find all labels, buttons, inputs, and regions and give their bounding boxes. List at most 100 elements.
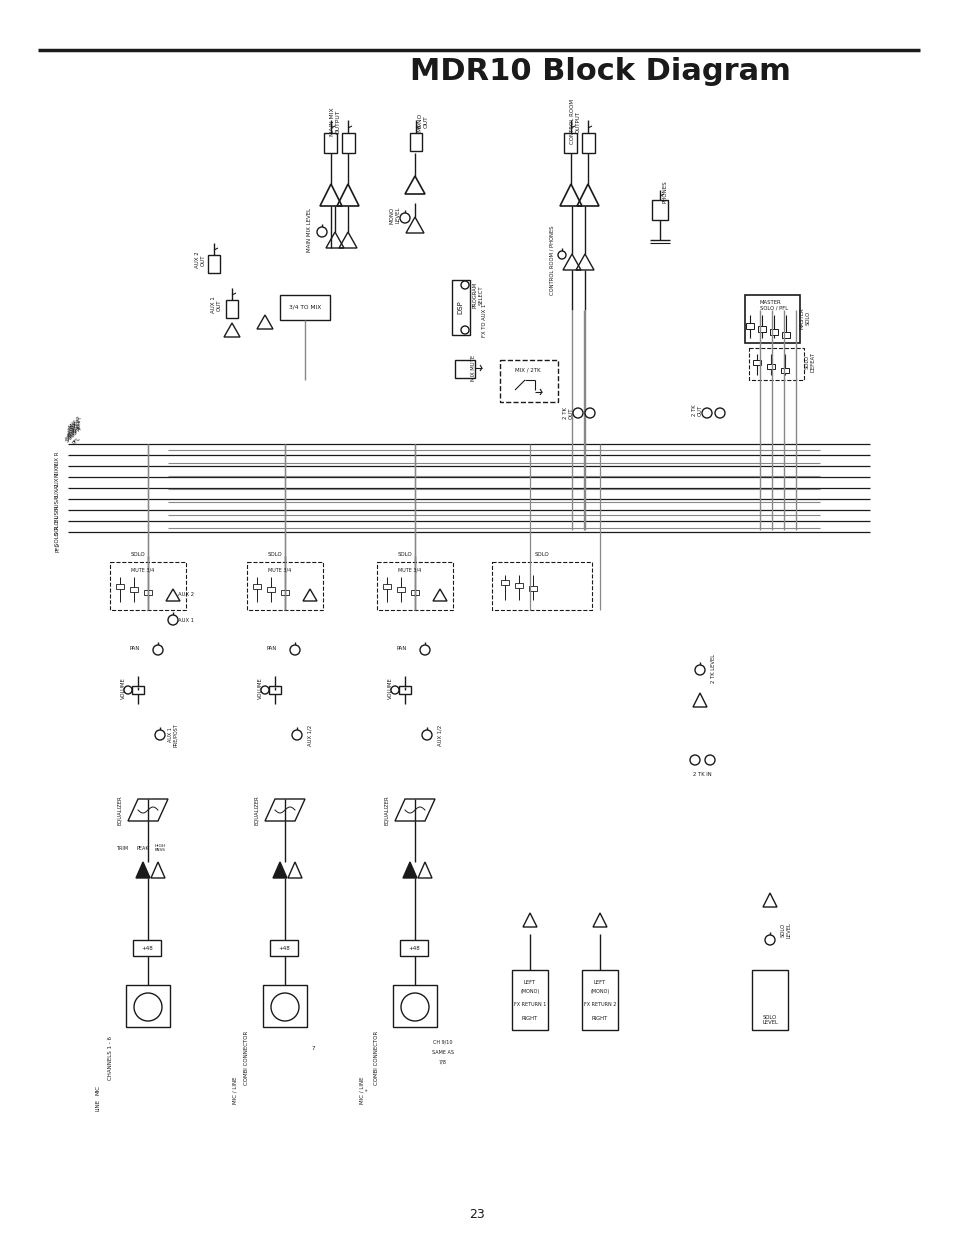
Text: LEFT: LEFT: [594, 979, 605, 984]
Text: AUX 1/2: AUX 1/2: [437, 725, 442, 746]
Text: AUX 1
PRE/POST: AUX 1 PRE/POST: [168, 724, 178, 747]
Circle shape: [399, 212, 410, 224]
Bar: [744, 295, 800, 343]
Circle shape: [584, 408, 595, 417]
Bar: [396, 587, 405, 592]
Bar: [132, 685, 144, 694]
Circle shape: [391, 685, 398, 694]
Bar: [267, 587, 274, 592]
Text: AUX 2: AUX 2: [178, 593, 193, 598]
Circle shape: [316, 227, 327, 237]
Text: COMBI CONNECTOR: COMBI CONNECTOR: [244, 1031, 250, 1086]
Text: MIC: MIC: [95, 1086, 100, 1095]
Bar: [500, 580, 509, 585]
Text: MIX MUTE: MIX MUTE: [471, 354, 476, 382]
Bar: [452, 280, 470, 335]
Text: 2 TK LEVEL: 2 TK LEVEL: [711, 653, 716, 683]
Text: PEAK: PEAK: [136, 846, 150, 851]
Text: PROGRAM
SELECT: PROGRAM SELECT: [472, 282, 483, 308]
Text: TRIM: TRIM: [115, 846, 128, 851]
Text: PFL: PFL: [72, 436, 82, 446]
Bar: [411, 590, 418, 595]
Circle shape: [290, 645, 299, 655]
Text: EQUALIZER: EQUALIZER: [384, 795, 389, 825]
Text: VOLUME: VOLUME: [257, 677, 262, 699]
Polygon shape: [402, 862, 416, 878]
Circle shape: [124, 685, 132, 694]
Bar: [281, 590, 289, 595]
Text: MIX L: MIX L: [55, 463, 60, 478]
Text: LINE: LINE: [95, 1099, 100, 1112]
Text: SOLO: SOLO: [268, 552, 282, 557]
Circle shape: [154, 730, 165, 740]
Bar: [280, 295, 330, 320]
Polygon shape: [273, 862, 287, 878]
Text: CHANNELS 1 - 6: CHANNELS 1 - 6: [108, 1036, 112, 1079]
Circle shape: [558, 251, 565, 259]
Bar: [324, 133, 336, 153]
Text: +48: +48: [141, 946, 152, 951]
Circle shape: [714, 408, 724, 417]
Bar: [341, 133, 355, 153]
Text: +48: +48: [408, 946, 419, 951]
Text: SOLO
LEVEL: SOLO LEVEL: [780, 923, 791, 937]
Circle shape: [764, 935, 774, 945]
Bar: [110, 562, 186, 610]
Text: PAN: PAN: [130, 646, 140, 651]
Circle shape: [704, 755, 714, 764]
Text: MUTE 3/4: MUTE 3/4: [398, 568, 421, 573]
Text: AUX 2: AUX 2: [67, 421, 82, 436]
Bar: [144, 590, 152, 595]
Bar: [745, 324, 753, 329]
Text: MIC / LINE
*: MIC / LINE *: [359, 1076, 370, 1104]
Bar: [263, 986, 307, 1028]
Text: MUTE 3/4: MUTE 3/4: [268, 568, 292, 573]
Circle shape: [292, 730, 302, 740]
Text: SOLO
DEFEAT: SOLO DEFEAT: [803, 352, 815, 372]
Text: +48: +48: [278, 946, 290, 951]
Bar: [226, 300, 237, 317]
Text: 2 TK
OUT: 2 TK OUT: [691, 404, 701, 416]
Circle shape: [695, 664, 704, 676]
Text: HIGH
PASS: HIGH PASS: [154, 844, 166, 852]
Circle shape: [419, 645, 430, 655]
Text: MIX L: MIX L: [69, 419, 82, 432]
Bar: [410, 133, 421, 151]
Text: BUS 4: BUS 4: [67, 425, 82, 440]
Text: SOLO L: SOLO L: [55, 515, 60, 535]
Bar: [398, 685, 411, 694]
Text: SOLO: SOLO: [534, 552, 549, 557]
Bar: [748, 348, 803, 380]
Circle shape: [573, 408, 582, 417]
Text: MASTER
SOLO / PFL: MASTER SOLO / PFL: [760, 300, 787, 310]
Text: SOLO: SOLO: [131, 552, 145, 557]
Text: RIGHT: RIGHT: [521, 1015, 537, 1020]
Text: VOLUME: VOLUME: [387, 677, 392, 699]
Text: AUX 2: AUX 2: [55, 484, 60, 500]
Bar: [130, 587, 138, 592]
Bar: [499, 359, 558, 403]
Text: SOLO R: SOLO R: [65, 427, 82, 445]
Text: MIX / 2TK: MIX / 2TK: [515, 368, 540, 373]
Circle shape: [400, 993, 429, 1021]
Bar: [751, 969, 787, 1030]
Text: MAIN MIX
OUTPUT: MAIN MIX OUTPUT: [329, 107, 340, 136]
Bar: [399, 940, 428, 956]
Text: SAME AS: SAME AS: [432, 1050, 454, 1055]
Bar: [766, 364, 774, 369]
Bar: [116, 584, 124, 589]
Text: MIX R: MIX R: [68, 416, 82, 430]
Text: FX RETURN 2: FX RETURN 2: [583, 1002, 616, 1007]
Circle shape: [168, 615, 178, 625]
Text: MASTER
SOLO: MASTER SOLO: [799, 308, 809, 329]
Text: EQUALIZER: EQUALIZER: [254, 795, 259, 825]
Text: COMBI CONNECTOR: COMBI CONNECTOR: [375, 1031, 379, 1086]
Text: 7/8: 7/8: [438, 1060, 446, 1065]
Text: MIC / LINE: MIC / LINE: [233, 1076, 237, 1104]
Text: PHONES: PHONES: [661, 180, 667, 204]
Text: MONO
OUT: MONO OUT: [417, 112, 428, 132]
Polygon shape: [136, 862, 150, 878]
Bar: [651, 200, 667, 220]
Bar: [247, 562, 323, 610]
Text: 2 TK IN: 2 TK IN: [692, 773, 711, 778]
